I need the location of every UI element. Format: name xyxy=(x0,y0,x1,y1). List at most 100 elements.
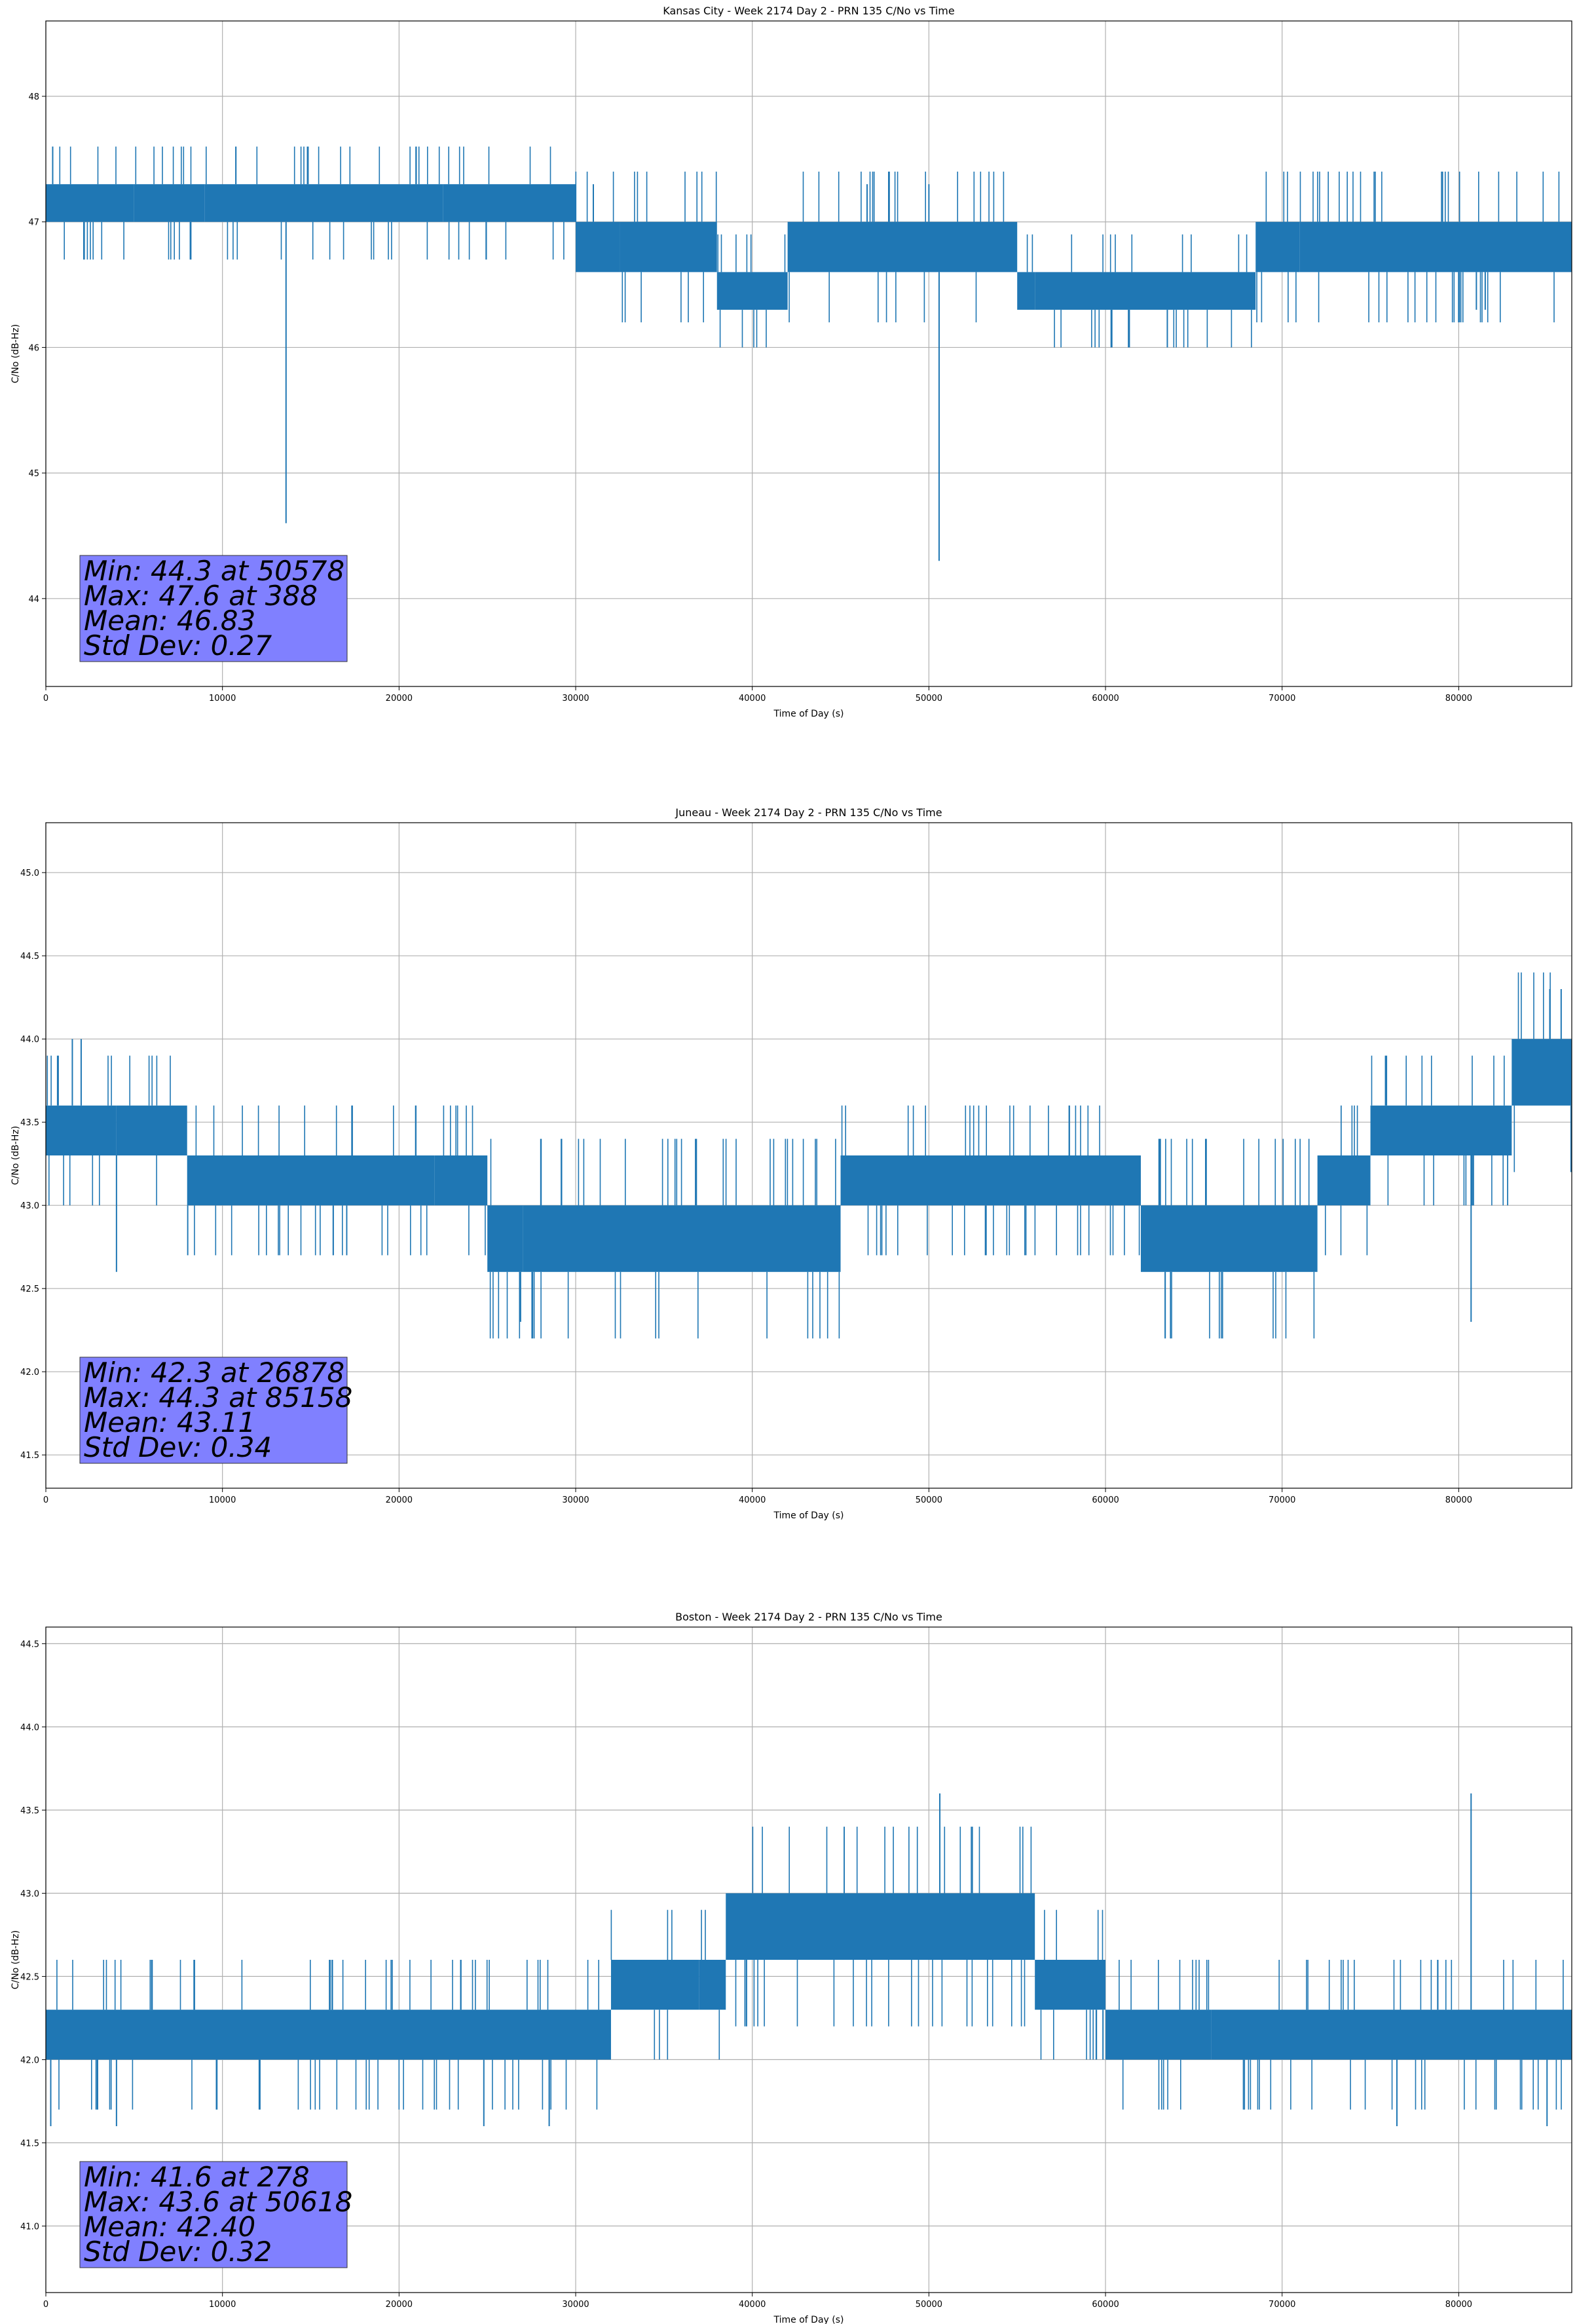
signal-band xyxy=(134,184,205,222)
signal-noise xyxy=(1119,1960,1210,2110)
y-tick-label: 48 xyxy=(28,92,39,102)
chart-title: Boston - Week 2174 Day 2 - PRN 135 C/No … xyxy=(675,1611,942,1623)
y-tick-label: 41.0 xyxy=(20,2222,39,2232)
cno-series xyxy=(46,1793,1572,2126)
signal-noise xyxy=(206,146,440,260)
y-tick-label: 42.0 xyxy=(20,1368,39,1378)
signal-band xyxy=(1035,272,1256,310)
stats-box-background xyxy=(79,1357,348,1464)
y-tick-label: 45.0 xyxy=(20,869,39,878)
x-axis-label: Time of Day (s) xyxy=(773,1510,844,1521)
signal-band xyxy=(1299,221,1572,272)
x-tick-label: 10000 xyxy=(209,1495,236,1505)
signal-noise xyxy=(717,234,786,348)
y-tick-label: 43.0 xyxy=(20,1201,39,1211)
signal-band xyxy=(840,1155,1141,1206)
signal-noise xyxy=(1158,1138,1315,1339)
x-tick-label: 40000 xyxy=(739,1495,766,1505)
signal-noise xyxy=(1256,172,1297,323)
x-axis-label: Time of Day (s) xyxy=(773,709,844,719)
cno-series xyxy=(46,146,1572,561)
stats-line: Max: 43.6 at 50618 xyxy=(84,2186,352,2218)
stats-line: Mean: 46.83 xyxy=(84,605,255,637)
stats-box-background xyxy=(79,2161,348,2268)
x-tick-label: 20000 xyxy=(386,1495,413,1505)
x-tick-label: 30000 xyxy=(562,694,589,703)
y-tick-label: 47 xyxy=(28,218,39,228)
signal-band xyxy=(1255,221,1300,272)
signal-noise xyxy=(1242,1960,1564,2110)
y-tick-label: 46 xyxy=(28,343,39,353)
signal-band xyxy=(610,1960,699,2010)
signal-band xyxy=(1017,272,1035,310)
stats-box-background xyxy=(79,555,348,662)
signal-band xyxy=(1370,1105,1512,1155)
x-tick-label: 60000 xyxy=(1092,2300,1119,2310)
signal-noise xyxy=(735,1826,1032,2027)
y-tick-label: 44.5 xyxy=(20,952,39,962)
axes-frame xyxy=(45,822,1572,1489)
x-tick-label: 30000 xyxy=(562,2300,589,2310)
y-tick-label: 42.5 xyxy=(20,1972,39,1982)
y-tick-label: 41.5 xyxy=(20,2139,39,2148)
signal-noise xyxy=(1040,1909,1104,2060)
y-tick-label: 44.5 xyxy=(20,1640,39,1649)
stats-line: Min: 41.6 at 278 xyxy=(84,2161,310,2193)
signal-noise xyxy=(56,1960,599,2110)
x-axis-label: Time of Day (s) xyxy=(773,2315,844,2324)
signal-band xyxy=(204,184,443,222)
x-tick-label: 80000 xyxy=(1445,1495,1472,1505)
signal-band xyxy=(434,1155,488,1206)
signal-band xyxy=(46,184,134,222)
signal-noise xyxy=(701,1909,720,2060)
signal-noise xyxy=(443,1105,486,1256)
signal-noise xyxy=(622,172,717,323)
chart-title: Juneau - Week 2174 Day 2 - PRN 135 C/No … xyxy=(675,806,942,819)
stats-line: Max: 44.3 at 85158 xyxy=(84,1381,352,1414)
y-tick-label: 43.5 xyxy=(20,1118,39,1128)
y-axis-label: C/No (dB-Hz) xyxy=(10,1126,21,1185)
stats-line: Min: 44.3 at 50578 xyxy=(84,555,344,587)
signal-noise xyxy=(1513,972,1572,1172)
signal-band xyxy=(726,1893,1035,1960)
signal-band xyxy=(576,221,620,272)
signal-band xyxy=(1140,1205,1318,1272)
y-tick-label: 42.0 xyxy=(20,2055,39,2065)
signal-noise xyxy=(129,1055,171,1206)
signal-noise xyxy=(135,146,192,260)
x-tick-label: 50000 xyxy=(916,694,942,703)
signal-band xyxy=(1317,1155,1371,1206)
signal-band xyxy=(620,221,717,272)
signal-band xyxy=(1035,1960,1106,2010)
x-tick-label: 60000 xyxy=(1092,1495,1119,1505)
y-axis-label: C/No (dB-Hz) xyxy=(10,1930,21,1989)
stats-line: Max: 47.6 at 388 xyxy=(84,580,318,612)
signal-noise xyxy=(1299,172,1560,323)
signal-noise xyxy=(575,172,614,222)
stats-line: Std Dev: 0.27 xyxy=(84,629,272,662)
signal-noise xyxy=(59,146,124,260)
signal-noise xyxy=(187,1105,428,1256)
x-tick-label: 70000 xyxy=(1269,1495,1295,1505)
cno-series xyxy=(46,972,1572,1339)
axes-frame xyxy=(45,1626,1572,2293)
y-tick-label: 43.0 xyxy=(20,1889,39,1899)
x-tick-label: 30000 xyxy=(562,1495,589,1505)
signal-band xyxy=(1512,1039,1572,1106)
signal-noise xyxy=(531,1138,840,1339)
x-tick-label: 0 xyxy=(43,1495,48,1505)
x-tick-label: 40000 xyxy=(739,694,766,703)
y-tick-label: 43.5 xyxy=(20,1806,39,1816)
x-tick-label: 10000 xyxy=(209,694,236,703)
stats-line: Min: 42.3 at 26878 xyxy=(84,1357,344,1389)
y-tick-label: 41.5 xyxy=(20,1451,39,1461)
x-tick-label: 70000 xyxy=(1269,2300,1295,2310)
signal-noise xyxy=(46,1055,112,1206)
signal-band xyxy=(46,2010,611,2060)
chart-panel-3: Boston - Week 2174 Day 2 - PRN 135 C/No … xyxy=(10,1611,1572,2324)
signal-band xyxy=(1105,2010,1212,2060)
x-tick-label: 80000 xyxy=(1445,2300,1472,2310)
y-tick-label: 44.0 xyxy=(20,1723,39,1733)
